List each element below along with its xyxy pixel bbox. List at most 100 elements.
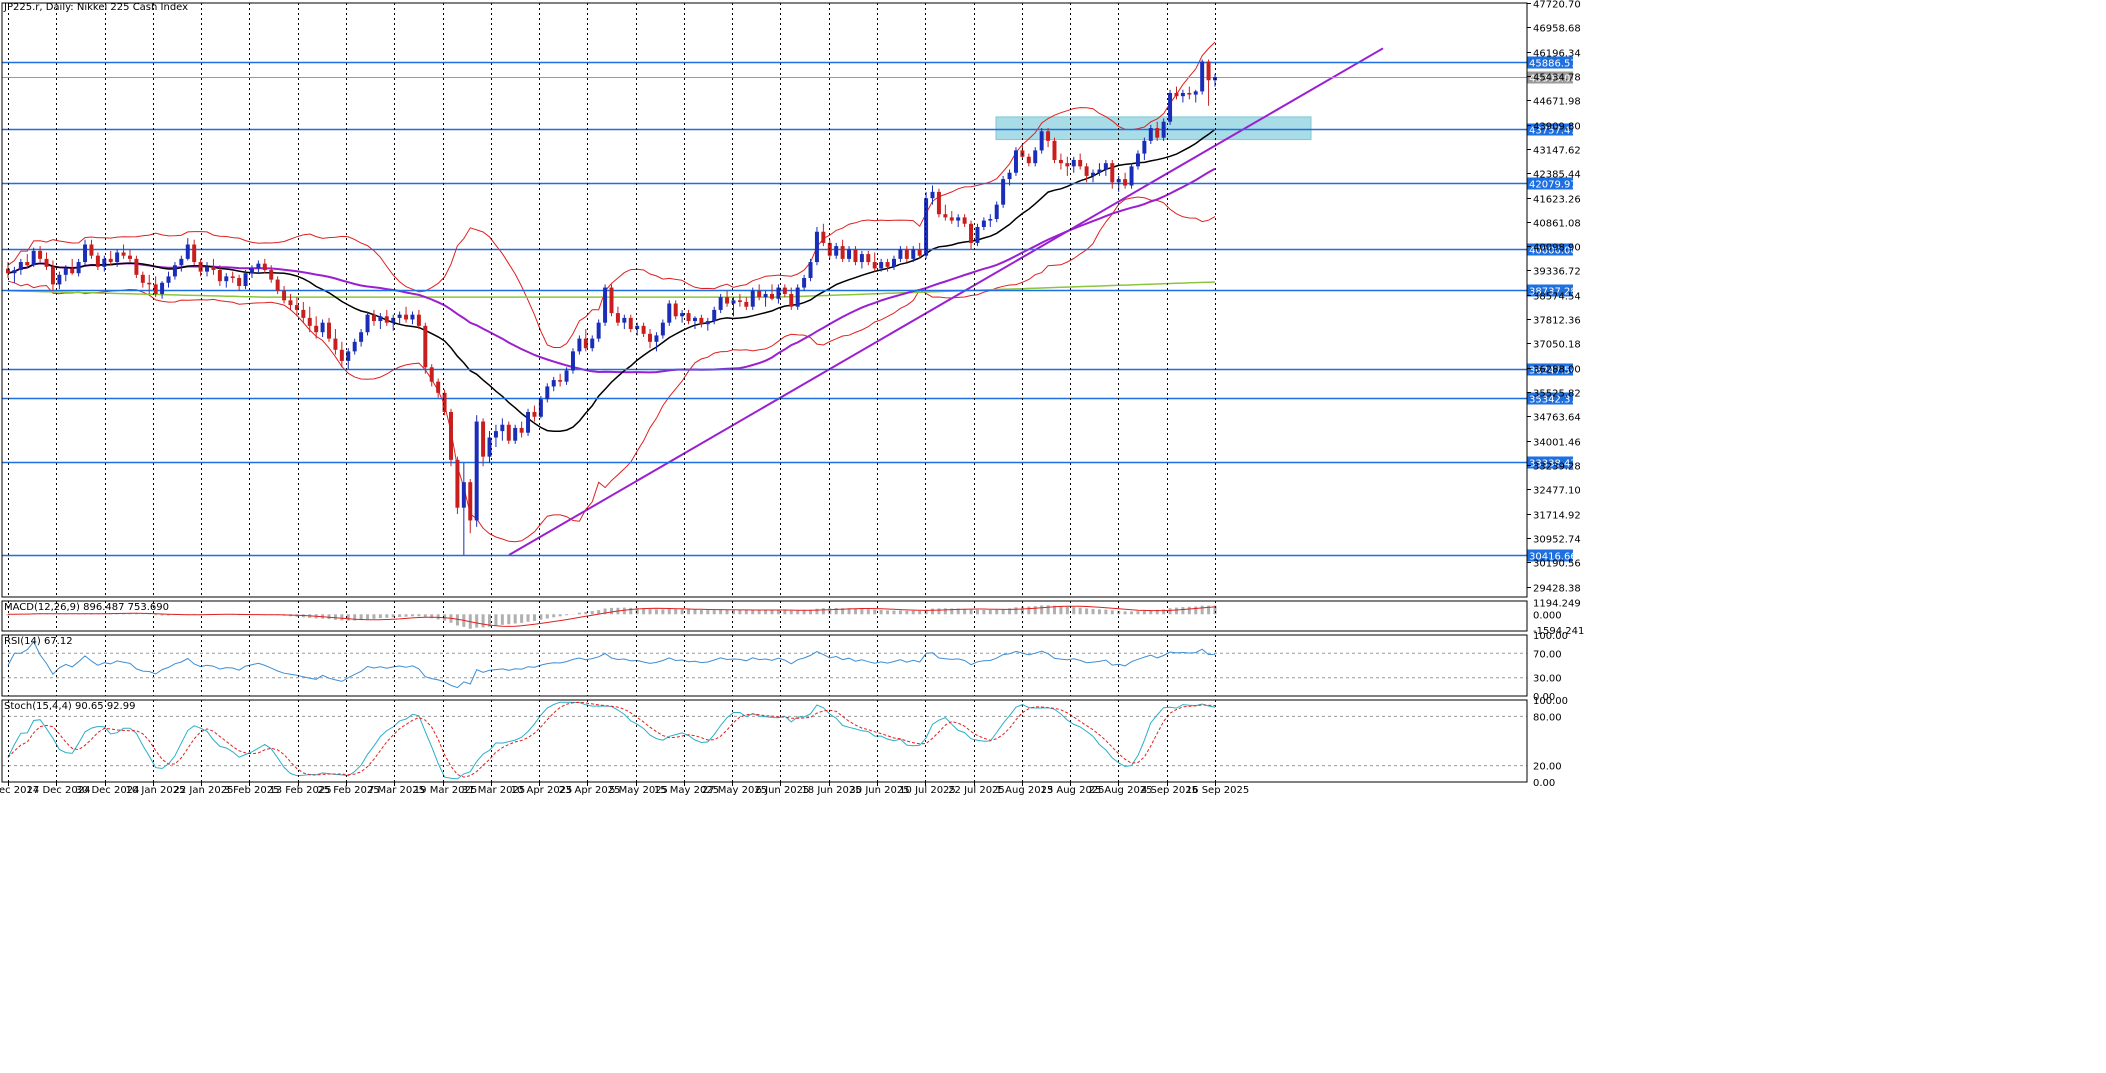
x-tick-label: 15 May 2025 <box>654 785 719 796</box>
price-level-tag <box>1527 177 1573 190</box>
price-level-tag <box>1527 123 1573 136</box>
x-tick-label: 5 Dec 2024 <box>0 785 39 796</box>
candle-body <box>962 217 967 224</box>
candle-body <box>936 191 941 215</box>
rsi-panel: RSI(14) 67.12 100.00 70.00 30.00 0.00 <box>2 631 1568 703</box>
candle-body <box>583 338 588 349</box>
y-tick-label: 44671.98 <box>1533 97 1581 108</box>
candle-body <box>461 482 466 508</box>
candle-body <box>943 214 948 218</box>
candle-body <box>776 287 781 299</box>
candle-body <box>352 341 357 352</box>
candle-body <box>975 226 980 243</box>
macd-histogram-bar <box>520 614 524 623</box>
candle-body <box>70 268 75 274</box>
macd-histogram-bar <box>886 610 890 615</box>
rsi-y-tick-label: 70.00 <box>1533 649 1562 660</box>
macd-histogram-bar <box>410 614 414 617</box>
candle-body <box>404 314 409 320</box>
macd-histogram-bar <box>744 610 748 615</box>
candle-body <box>115 252 120 263</box>
x-tick-label: 30 Dec 2024 <box>76 785 140 796</box>
price-level-tag-label: 42079.97 <box>1529 180 1577 191</box>
candle-body <box>859 254 864 263</box>
candle-body <box>750 290 755 307</box>
candle-body <box>615 313 620 323</box>
macd-histogram-bar <box>706 610 710 615</box>
y-tick-label: 36288.00 <box>1533 365 1581 376</box>
candle-body <box>449 411 453 460</box>
macd-histogram-bar <box>167 614 171 616</box>
macd-histogram-bar <box>789 610 793 615</box>
stoch-y-tick-label: 100.00 <box>1533 696 1568 707</box>
bollinger-lower-line <box>7 196 1216 543</box>
macd-histogram-bar <box>629 607 633 615</box>
x-tick-label: 22 Jul 2025 <box>948 785 1005 796</box>
candle-body <box>205 266 210 272</box>
candle-body <box>1001 179 1006 205</box>
rsi-y-tick-label: 30.00 <box>1533 674 1562 685</box>
candle-body <box>866 254 871 263</box>
candle-body <box>853 249 858 263</box>
y-tick-label: 46196.34 <box>1533 49 1581 60</box>
candle-body <box>635 325 640 330</box>
macd-histogram-bar <box>834 607 838 615</box>
candle-body <box>127 255 132 259</box>
macd-histogram-bar <box>327 614 331 620</box>
candle-body <box>532 411 537 417</box>
candle-body <box>6 268 10 274</box>
candle-body <box>731 300 736 304</box>
macd-histogram-bar <box>1123 611 1127 615</box>
candle-body <box>307 317 312 326</box>
candle-body <box>1161 121 1166 138</box>
candle-body <box>442 392 447 412</box>
macd-histogram-bar <box>545 614 549 619</box>
candle-body <box>545 386 550 400</box>
candle-body <box>134 258 139 275</box>
macd-histogram-bar <box>648 609 652 615</box>
macd-histogram-bar <box>160 614 164 616</box>
candle-body <box>840 246 845 259</box>
macd-histogram-bar <box>667 609 671 615</box>
candle-body <box>371 314 376 322</box>
candle-body <box>474 421 479 521</box>
macd-histogram-bar <box>693 609 697 615</box>
x-tick-label: 25 Aug 2025 <box>1088 785 1152 796</box>
y-tick-label: 30952.74 <box>1533 535 1581 546</box>
macd-panel-frame <box>1 600 1528 632</box>
candle-body <box>1078 159 1083 167</box>
macd-histogram-bar <box>584 611 588 615</box>
macd-histogram-bar <box>610 607 613 615</box>
candle-body <box>436 381 441 393</box>
macd-histogram-bar <box>943 608 947 615</box>
macd-histogram-bar <box>494 614 498 626</box>
candle-body <box>31 250 36 266</box>
candle-body <box>641 325 646 334</box>
candle-body <box>570 351 575 371</box>
candle-body <box>519 427 524 433</box>
macd-histogram-bar <box>770 610 774 615</box>
rsi-y-tick-label: 0.00 <box>1533 692 1555 703</box>
candle-body <box>339 349 344 361</box>
price-level-tag <box>1527 243 1573 256</box>
candle-body <box>294 305 299 310</box>
x-tick-label: 7 Mar 2025 <box>368 785 425 796</box>
macd-histogram-bar <box>751 609 755 615</box>
macd-histogram-bar <box>500 614 504 625</box>
ma-fast-line <box>7 128 1216 432</box>
candle-body <box>1013 150 1018 173</box>
candle-body <box>705 321 710 325</box>
y-tick-label: 40861.08 <box>1533 219 1581 230</box>
candle-body <box>1046 131 1051 141</box>
macd-histogram-bar <box>1052 605 1056 615</box>
macd-histogram-bar <box>333 614 337 620</box>
macd-histogram-bar <box>1040 605 1044 615</box>
macd-histogram-bar <box>931 608 935 615</box>
candle-body <box>320 322 325 333</box>
candle-body <box>50 266 55 285</box>
candle-body <box>988 218 993 221</box>
candle-body <box>872 262 877 269</box>
candle-body <box>673 303 678 317</box>
candle-body <box>904 249 909 259</box>
